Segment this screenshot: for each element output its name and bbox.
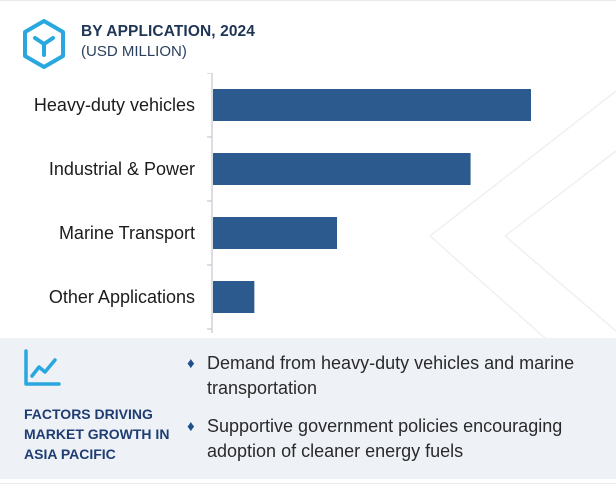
bottom-divider bbox=[0, 483, 616, 484]
bar bbox=[213, 281, 255, 313]
category-label: Industrial & Power bbox=[49, 159, 195, 179]
bar bbox=[213, 153, 471, 185]
factor-text: Supportive government policies encouragi… bbox=[207, 416, 563, 461]
factor-bullet: ♦ Supportive government policies encoura… bbox=[187, 414, 607, 464]
category-label: Other Applications bbox=[49, 287, 195, 307]
trend-chart-icon bbox=[24, 349, 61, 386]
bar-chart: Heavy-duty vehicles Industrial & Power Mar… bbox=[34, 73, 531, 333]
chart-title: BY APPLICATION, 2024 bbox=[81, 23, 255, 40]
bar bbox=[213, 89, 531, 121]
cube-icon bbox=[23, 19, 65, 69]
factor-text: Demand from heavy-duty vehicles and mari… bbox=[207, 353, 575, 398]
factor-bullet: ♦ Demand from heavy-duty vehicles and ma… bbox=[187, 351, 607, 401]
factors-panel: FACTORS DRIVING MARKET GROWTH IN ASIA PA… bbox=[0, 338, 616, 479]
category-label: Marine Transport bbox=[59, 223, 195, 243]
diamond-bullet-icon: ♦ bbox=[187, 418, 195, 435]
category-label: Heavy-duty vehicles bbox=[34, 95, 195, 115]
diamond-bullet-icon: ♦ bbox=[187, 355, 195, 372]
factors-title: FACTORS DRIVING MARKET GROWTH IN ASIA PA… bbox=[24, 406, 170, 462]
chart-subtitle: (USD MILLION) bbox=[81, 43, 187, 60]
bar bbox=[213, 217, 338, 249]
